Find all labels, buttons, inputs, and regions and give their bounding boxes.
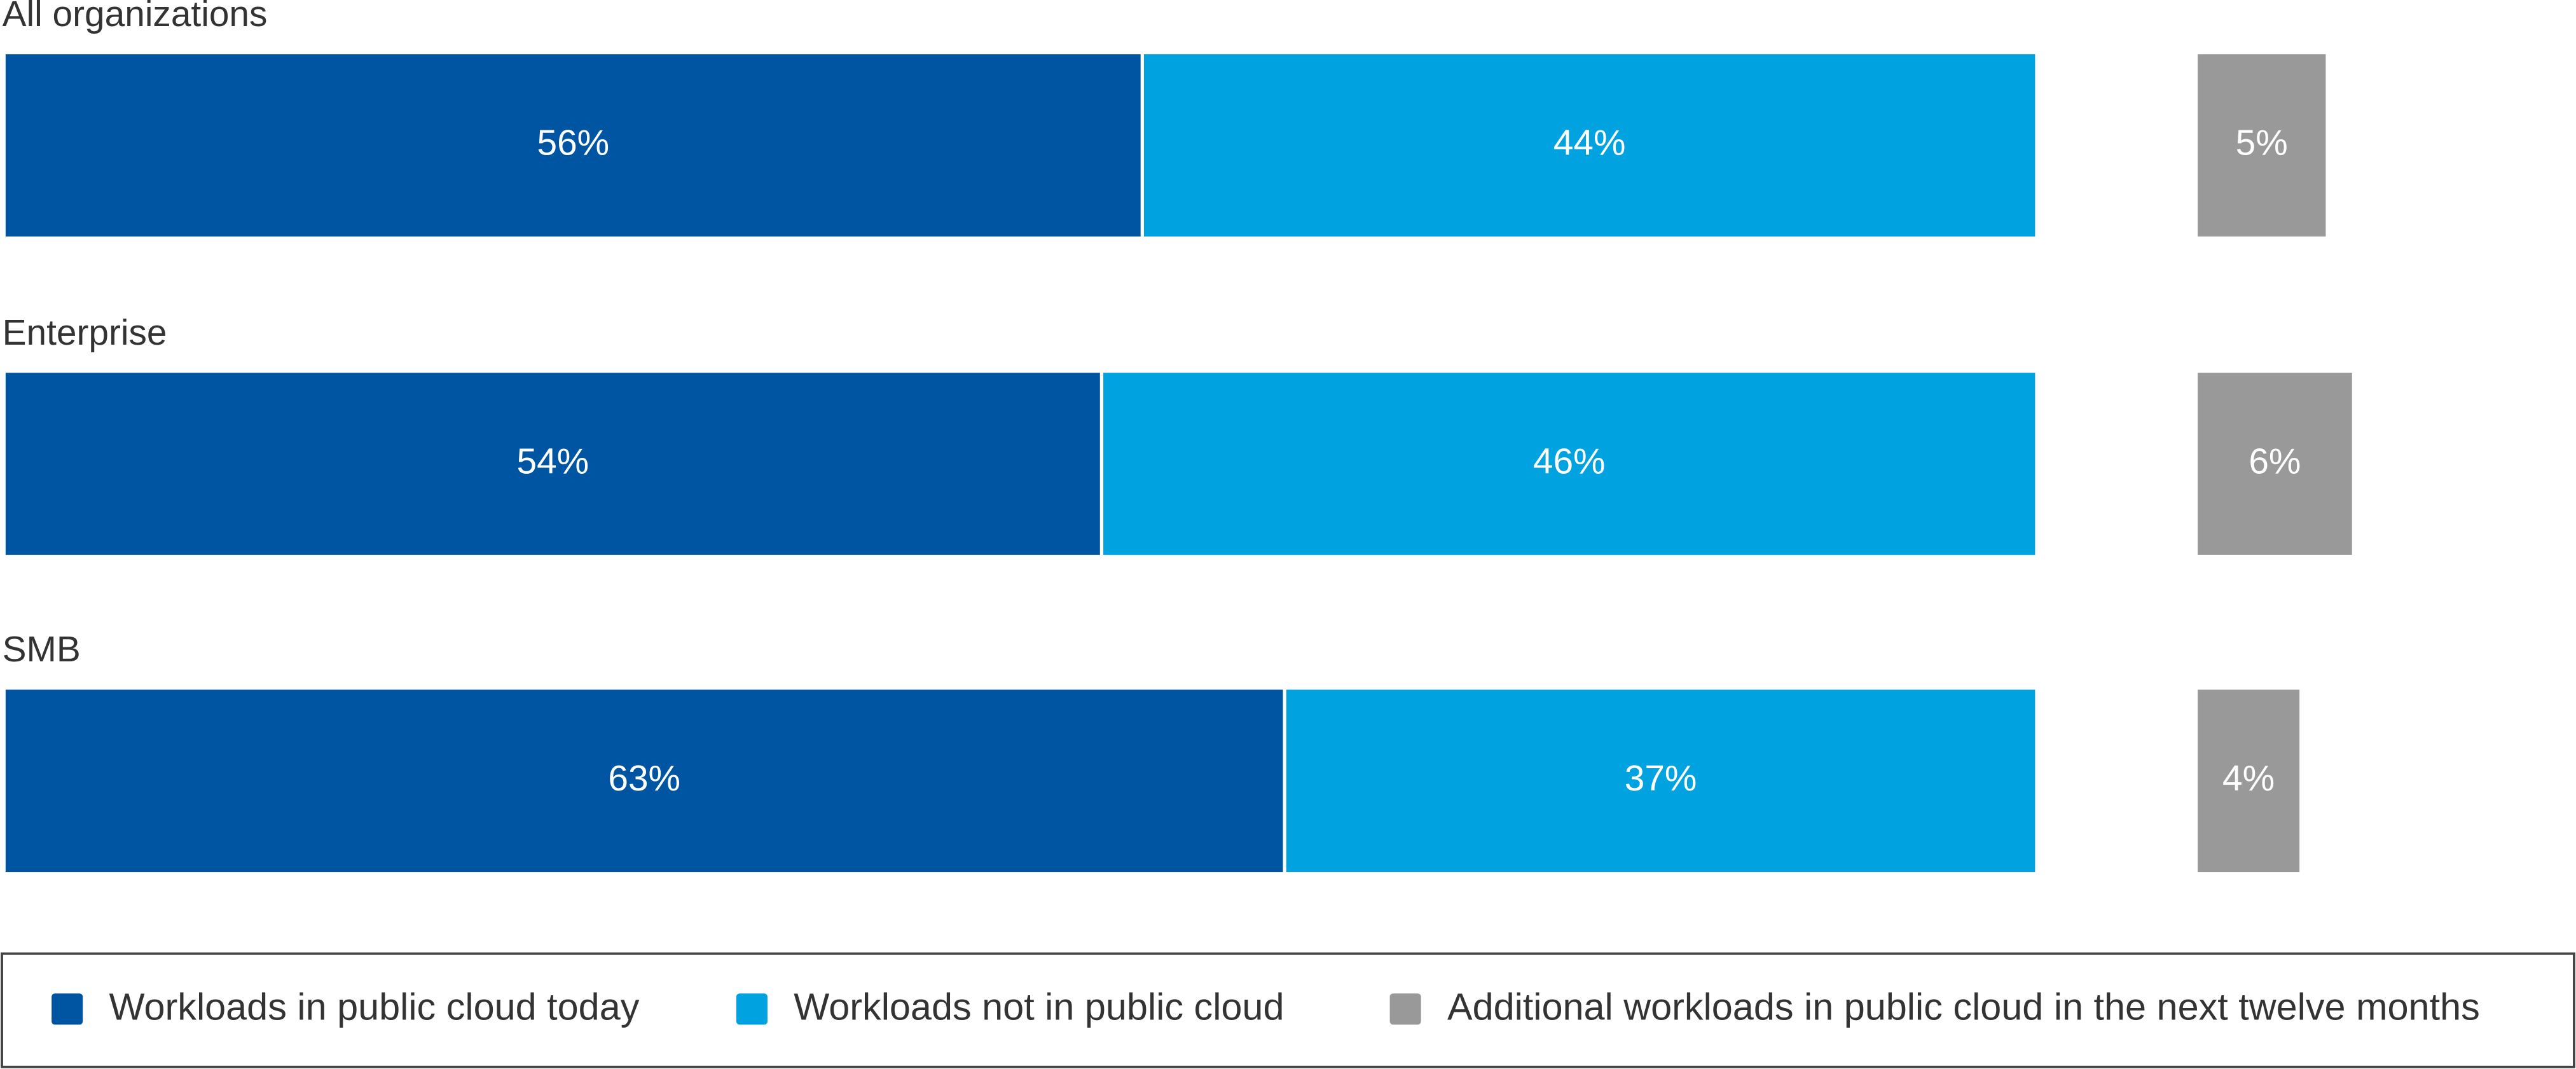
bar — [2194, 369, 2355, 558]
bar — [2194, 686, 2303, 876]
legend-swatch — [1389, 993, 1421, 1025]
category-label: SMB — [3, 630, 81, 670]
bar — [2, 51, 1144, 240]
bar — [2, 369, 1104, 558]
bar — [1283, 686, 2039, 876]
bar — [1099, 369, 2039, 558]
bar — [1140, 51, 2039, 240]
value-label: 37% — [1625, 759, 1697, 799]
value-label: 44% — [1553, 123, 1626, 163]
value-label: 54% — [517, 441, 589, 481]
legend-label: Workloads in public cloud today — [109, 986, 639, 1028]
legend-label: Workloads not in public cloud — [794, 986, 1284, 1028]
legend-swatch — [736, 993, 768, 1025]
bar — [2194, 51, 2329, 240]
category-label: All organizations — [3, 0, 268, 34]
legend-label: Additional workloads in public cloud in … — [1447, 986, 2480, 1028]
category-label: Enterprise — [3, 313, 167, 353]
value-label: 5% — [2236, 123, 2288, 163]
value-label: 6% — [2249, 441, 2301, 481]
bar — [2, 686, 1286, 876]
value-label: 46% — [1533, 441, 1606, 481]
value-label: 4% — [2222, 759, 2275, 799]
legend-box — [1, 952, 2575, 1068]
value-label: 63% — [608, 759, 680, 799]
value-label: 56% — [537, 123, 609, 163]
legend-swatch — [52, 993, 83, 1025]
